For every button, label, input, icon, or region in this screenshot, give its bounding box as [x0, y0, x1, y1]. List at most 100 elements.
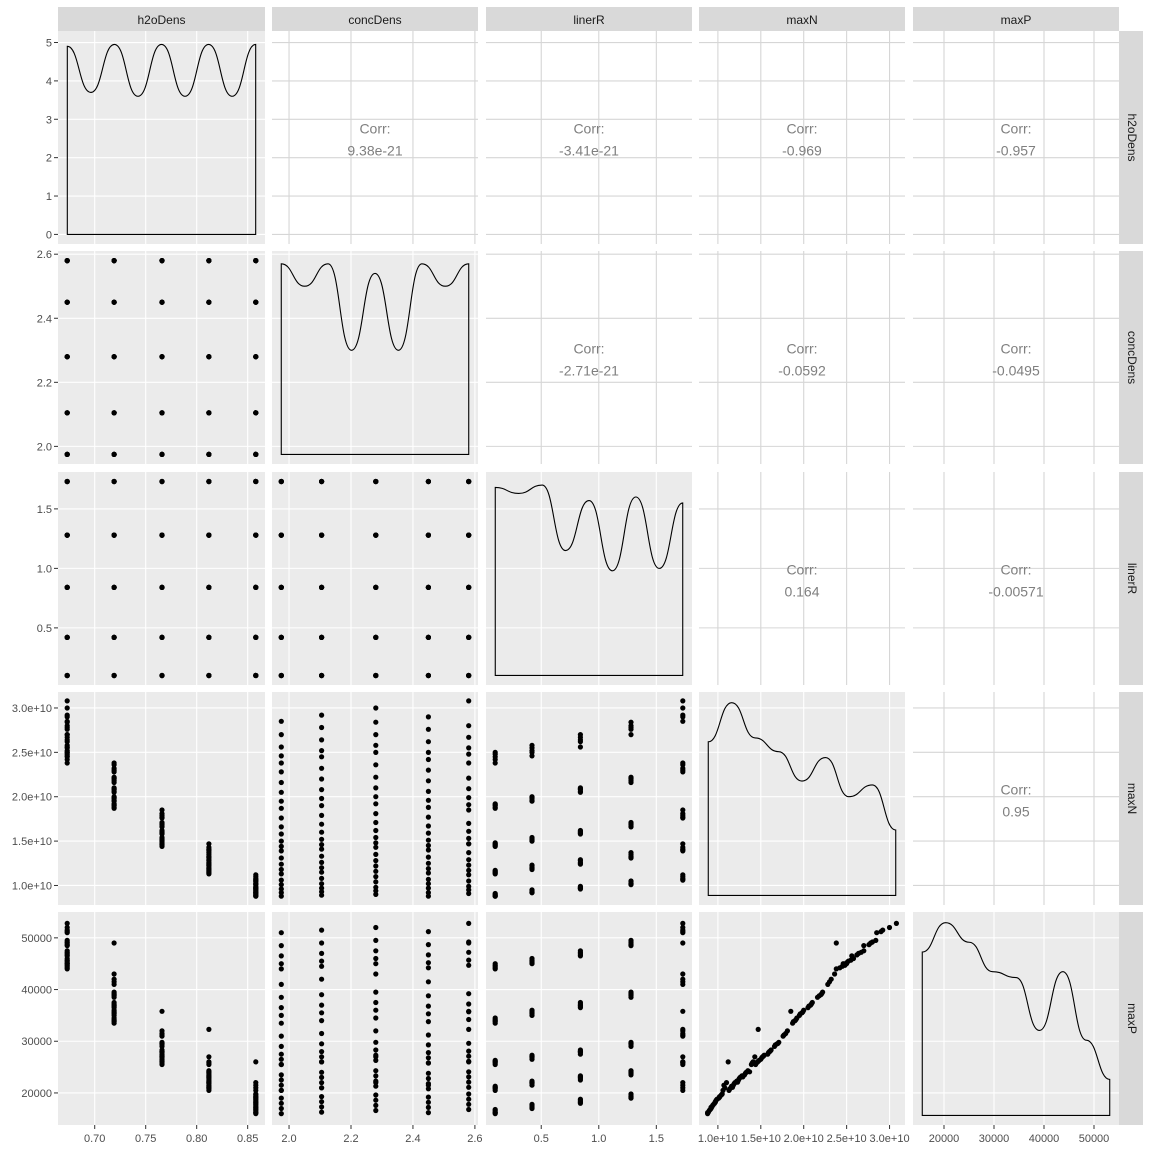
- scatter-point: [373, 1102, 379, 1108]
- scatter-point: [206, 1054, 212, 1060]
- scatter-point: [111, 532, 117, 538]
- scatter-point: [278, 815, 284, 821]
- scatter-point: [319, 803, 325, 809]
- scatter-point: [319, 940, 325, 946]
- scatter-point: [466, 1008, 472, 1014]
- column-strip-label: maxP: [1001, 13, 1032, 27]
- scatter-point: [466, 751, 472, 757]
- scatter-point: [628, 820, 634, 827]
- scatter-point: [278, 1100, 284, 1106]
- correlation-label: Corr:: [573, 341, 604, 357]
- scatter-point: [425, 814, 431, 820]
- scatter-point: [869, 939, 876, 945]
- scatter-point: [206, 532, 212, 538]
- scatter-point: [278, 890, 284, 896]
- scatter-point: [373, 584, 379, 591]
- scatter-point: [373, 819, 379, 826]
- column-strip: [272, 7, 478, 31]
- scatter-point: [373, 634, 379, 641]
- scatter-panel: [58, 912, 265, 1125]
- scatter-point: [278, 672, 284, 679]
- scatter-point: [854, 952, 860, 958]
- scatter-point: [492, 1016, 498, 1023]
- scatter-point: [466, 1026, 472, 1032]
- scatter-point: [319, 927, 325, 933]
- scatter-point: [466, 795, 472, 801]
- scatter-point: [577, 949, 584, 955]
- y-tick-label: 1.0e+10: [12, 880, 52, 892]
- scatter-point: [319, 1094, 325, 1100]
- x-tick-label: 2.0: [281, 1133, 296, 1145]
- scatter-point: [466, 584, 472, 591]
- scatter-panel: [486, 912, 692, 1125]
- scatter-point: [319, 1002, 325, 1008]
- scatter-point: [319, 478, 325, 485]
- scatter-point: [628, 723, 634, 729]
- scatter-point: [278, 760, 284, 766]
- scatter-point: [278, 1061, 284, 1068]
- scatter-point: [253, 878, 259, 884]
- scatter-point: [680, 924, 686, 931]
- scatter-point: [680, 1054, 686, 1060]
- scatter-point: [253, 1101, 259, 1107]
- correlation-panel: [913, 251, 1119, 464]
- scatter-point: [373, 774, 379, 780]
- scatter-point: [425, 714, 431, 720]
- scatter-point: [711, 1101, 717, 1107]
- scatter-point: [278, 981, 284, 988]
- scatter-point: [278, 930, 284, 936]
- scatter-point: [159, 1028, 165, 1034]
- panel-background: [58, 472, 265, 685]
- scatter-point: [64, 354, 70, 360]
- scatter-point: [373, 1007, 379, 1013]
- scatter-point: [425, 1003, 431, 1009]
- scatter-point: [577, 786, 584, 792]
- density-panel: [699, 692, 905, 905]
- scatter-point: [466, 962, 472, 968]
- scatter-point: [319, 532, 325, 538]
- scatter-point: [278, 1012, 284, 1019]
- scatter-point: [529, 1101, 535, 1107]
- scatter-point: [425, 1032, 431, 1038]
- scatter-point: [848, 957, 854, 963]
- scatter-point: [253, 354, 259, 360]
- scatter-point: [278, 866, 284, 873]
- scatter-point: [740, 1074, 746, 1080]
- scatter-point: [628, 1040, 634, 1046]
- scatter-point: [425, 767, 431, 773]
- scatter-point: [253, 410, 259, 416]
- scatter-point: [577, 734, 584, 740]
- correlation-panel: [486, 31, 692, 244]
- correlation-panel: [913, 31, 1119, 244]
- scatter-point: [466, 802, 472, 808]
- scatter-point: [425, 1019, 431, 1025]
- scatter-point: [466, 850, 472, 856]
- correlation-value: -0.969: [782, 143, 822, 159]
- scatter-point: [425, 993, 431, 999]
- scatter-point: [466, 698, 472, 704]
- scatter-point: [680, 714, 686, 720]
- correlation-value: -0.0495: [992, 363, 1040, 379]
- scatter-point: [752, 1054, 758, 1060]
- scatter-point: [64, 532, 70, 538]
- scatter-point: [206, 1060, 212, 1066]
- scatter-point: [373, 879, 379, 885]
- scatter-point: [466, 835, 472, 842]
- scatter-point: [425, 830, 431, 836]
- scatter-point: [425, 890, 431, 896]
- scatter-point: [253, 1096, 259, 1102]
- scatter-point: [466, 672, 472, 679]
- scatter-point: [577, 828, 584, 834]
- scatter-point: [64, 634, 70, 641]
- scatter-point: [735, 1079, 741, 1085]
- correlation-label: Corr:: [786, 121, 817, 137]
- scatter-point: [206, 1084, 212, 1090]
- column-strip-label: linerR: [573, 13, 605, 27]
- scatter-point: [466, 734, 472, 740]
- scatter-point: [788, 1008, 794, 1014]
- scatter-point: [373, 844, 379, 850]
- scatter-point: [159, 299, 165, 305]
- scatter-point: [628, 1069, 634, 1075]
- y-tick-label: 2.2: [37, 377, 52, 389]
- y-tick-label: 2.0e+10: [12, 792, 52, 804]
